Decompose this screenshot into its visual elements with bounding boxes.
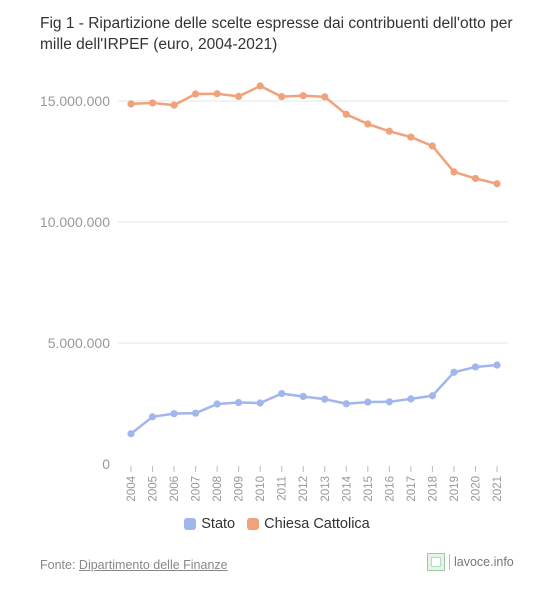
data-point (278, 93, 286, 101)
data-point (342, 400, 350, 408)
data-point (321, 395, 329, 403)
x-tick-label: 2016 (384, 476, 396, 502)
y-tick-label: 0 (102, 456, 110, 472)
data-point (235, 398, 243, 407)
x-tick-label: 2012 (298, 476, 310, 502)
data-point (428, 392, 437, 400)
data-point (213, 90, 221, 98)
data-point (127, 430, 135, 438)
x-tick-label: 2015 (363, 476, 375, 502)
data-point (256, 399, 264, 407)
y-tick-label: 10.000.000 (40, 214, 110, 230)
source-note: Fonte: Dipartimento delle Finanze (40, 558, 228, 572)
data-point (364, 120, 372, 128)
data-point (299, 92, 307, 100)
chart-title: Fig 1 - Ripartizione delle scelte espres… (40, 15, 513, 53)
x-tick-label: 2019 (449, 476, 461, 502)
x-tick-label: 2004 (126, 475, 138, 501)
data-point (191, 90, 200, 98)
x-tick-label: 2021 (492, 476, 504, 502)
source-prefix: Fonte: (40, 558, 79, 572)
legend: Stato Chiesa Cattolica (0, 516, 554, 534)
data-point (127, 100, 135, 108)
x-tick-label: 2013 (320, 476, 332, 502)
x-tick-label: 2005 (148, 476, 160, 502)
data-point (299, 392, 307, 401)
x-tick-label: 2008 (212, 476, 224, 502)
data-point (450, 168, 458, 176)
data-point (321, 93, 329, 101)
x-tick-label: 2014 (341, 475, 353, 501)
x-tick-label: 2007 (191, 476, 203, 502)
x-tick-label: 2010 (255, 476, 267, 502)
data-point (191, 409, 200, 417)
lavoce-logo-icon (427, 553, 445, 571)
data-point (450, 368, 458, 376)
data-point (148, 99, 157, 107)
data-point (170, 101, 178, 109)
y-tick-label: 5.000.000 (48, 335, 110, 351)
data-point (428, 142, 437, 150)
brand-mark: lavoce.info (427, 553, 514, 571)
series-line-chiesa-cattolica (129, 84, 499, 186)
data-point (148, 413, 157, 421)
x-tick-label: 2020 (470, 476, 482, 502)
legend-label-stato: Stato (201, 516, 236, 532)
data-point (407, 133, 415, 141)
legend-swatch-chiesa-cattolica (247, 518, 260, 530)
data-point (493, 180, 501, 188)
legend-label-chiesa-cattolica: Chiesa Cattolica (264, 516, 370, 532)
data-point (213, 400, 221, 408)
data-point (256, 82, 264, 90)
x-tick-label: 2018 (427, 476, 439, 502)
brand-divider (449, 554, 450, 570)
x-tick-label: 2017 (406, 476, 418, 502)
data-point (364, 398, 372, 406)
data-point (471, 174, 480, 183)
x-tick-label: 2011 (277, 476, 289, 501)
y-axis: 0 5.000.000 10.000.000 15.000.000 (40, 93, 110, 472)
data-point (385, 398, 393, 406)
x-tick-label: 2006 (169, 476, 181, 502)
data-point (407, 395, 415, 403)
source-link[interactable]: Dipartimento delle Finanze (78, 558, 228, 572)
x-axis: 2004 2005 2006 2007 2008 2009 2010 2011 2012 2013… (126, 466, 504, 502)
series-group (127, 82, 501, 438)
gridlines (118, 100, 508, 344)
brand-name: lavoce.info (454, 555, 514, 569)
legend-item-chiesa-cattolica[interactable]: Chiesa Cattolica (247, 516, 370, 532)
data-point (493, 361, 501, 369)
data-point (170, 410, 178, 418)
data-point (385, 127, 393, 135)
data-point (342, 110, 350, 118)
data-point (471, 363, 480, 371)
y-tick-label: 15.000.000 (40, 93, 110, 109)
x-tick-label: 2009 (234, 476, 246, 502)
data-point (278, 389, 286, 398)
data-point (235, 92, 243, 101)
legend-swatch-stato (184, 518, 197, 530)
series-line-stato (129, 363, 499, 435)
legend-item-stato[interactable]: Stato (184, 516, 235, 532)
